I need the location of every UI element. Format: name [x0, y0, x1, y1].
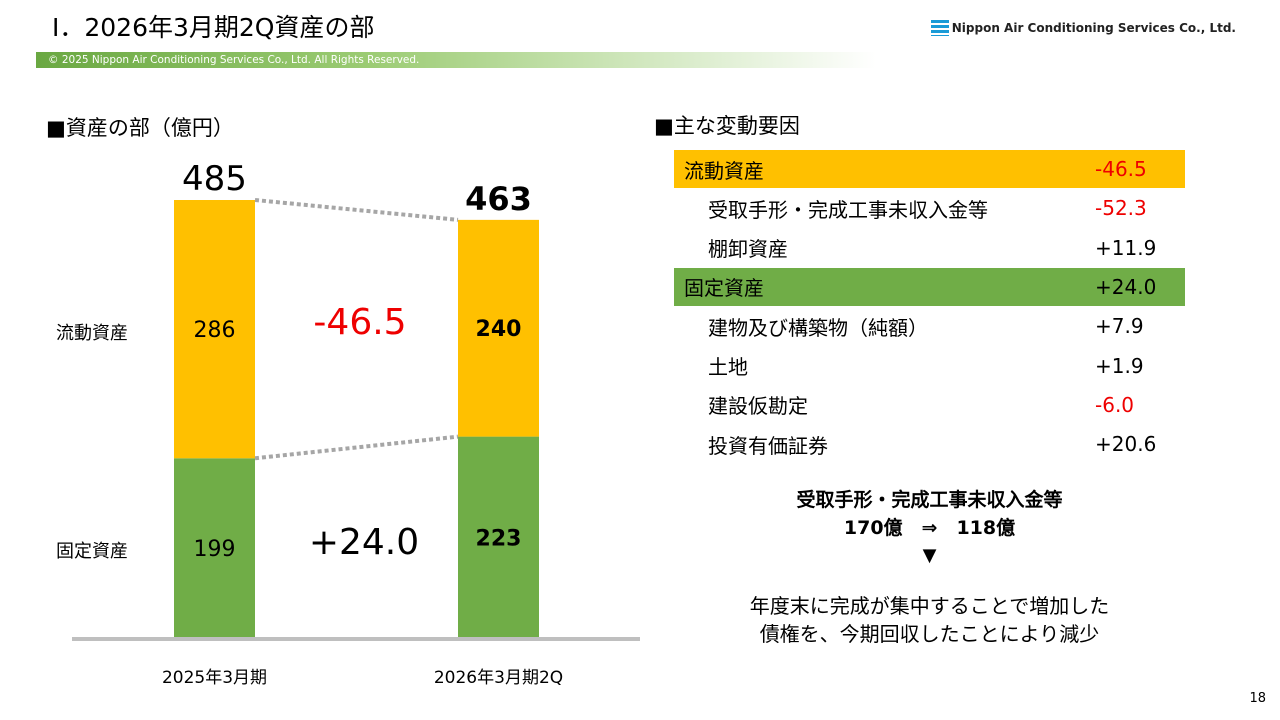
note-line3: 年度末に完成が集中することで増加した: [749, 594, 1110, 618]
company-logo: Nippon Air Conditioning Services Co., Lt…: [930, 20, 1236, 36]
factor-row: 棚卸資産 +11.9: [674, 229, 1185, 267]
x-tick-label: 2025年3月期: [162, 668, 267, 688]
bar-value-label: 199: [194, 537, 236, 562]
factor-value: -52.3: [1095, 196, 1147, 221]
factor-label: 流動資産: [684, 158, 764, 183]
copyright-band: © 2025 Nippon Air Conditioning Services …: [36, 52, 876, 68]
factor-row: 建設仮勘定 -6.0: [674, 386, 1185, 424]
factor-row: 建物及び構築物（純額） +7.9: [674, 307, 1185, 345]
note-line2: 170億 ⇒ 118億: [843, 517, 1016, 539]
stacked-bar-chart: 199 286 485 2025年3月期 223 240 463 2026年3月期2Q -46.…: [56, 159, 640, 688]
connector-top: [254, 198, 459, 222]
factor-label: 投資有価証券: [708, 433, 828, 458]
page-title: Ⅰ．2026年3月期2Q資産の部: [52, 13, 375, 42]
bar-fixed-0: [174, 458, 255, 638]
factor-label: 建物及び構築物（純額）: [708, 315, 928, 340]
logo-mark-icon: [930, 20, 949, 36]
factor-value: +24.0: [1095, 274, 1157, 299]
factor-value: +20.6: [1095, 432, 1157, 457]
note-line1: 受取手形・完成工事未収入金等: [796, 489, 1063, 511]
page-number: 18: [1249, 691, 1266, 706]
right-heading: ■主な変動要因: [654, 114, 800, 138]
note-body: 年度末に完成が集中することで増加した 債権を、今期回収したことにより減少: [674, 592, 1185, 648]
total-label: 485: [182, 159, 247, 199]
logo-text: Nippon Air Conditioning Services Co., Lt…: [951, 21, 1236, 35]
factor-row: 固定資産 +24.0: [674, 267, 1185, 306]
factor-label: 固定資産: [684, 276, 764, 301]
factor-value: -46.5: [1095, 157, 1147, 181]
legend-fixed: 固定資産: [56, 541, 128, 562]
down-arrow-icon: ▼: [922, 545, 937, 566]
factor-row: 受取手形・完成工事未収入金等 -52.3: [674, 189, 1185, 227]
factor-row: 土地 +1.9: [674, 347, 1185, 385]
bar-value-label: 223: [476, 526, 522, 551]
connector-mid: [254, 434, 459, 461]
bar-current-0: [174, 200, 255, 459]
left-heading: ■資産の部（億円）: [46, 116, 234, 140]
factor-label: 棚卸資産: [708, 237, 788, 262]
note-line4: 債権を、今期回収したことにより減少: [759, 622, 1100, 646]
factor-value: +1.9: [1095, 353, 1144, 378]
factor-label: 土地: [708, 355, 748, 379]
change-current-label: -46.5: [313, 302, 406, 343]
factor-row: 流動資産 -46.5: [674, 150, 1185, 188]
bar-value-label: 286: [194, 318, 236, 343]
factor-label: 受取手形・完成工事未収入金等: [708, 197, 988, 222]
factor-row: 投資有価証券 +20.6: [674, 425, 1185, 463]
note-title: 受取手形・完成工事未収入金等 170億 ⇒ 118億 ▼: [674, 486, 1185, 570]
factor-value: +7.9: [1095, 314, 1144, 339]
factor-value: -6.0: [1095, 392, 1135, 417]
legend-current: 流動資産: [56, 323, 128, 344]
total-label: 463: [465, 180, 532, 218]
x-tick-label: 2026年3月期2Q: [434, 668, 563, 688]
change-fixed-label: +24.0: [309, 522, 419, 563]
factor-value: +11.9: [1095, 235, 1157, 260]
bar-current-1: [458, 219, 539, 437]
bar-value-label: 240: [476, 317, 522, 342]
bar-fixed-1: [458, 436, 539, 638]
factor-label: 建設仮勘定: [708, 394, 808, 419]
